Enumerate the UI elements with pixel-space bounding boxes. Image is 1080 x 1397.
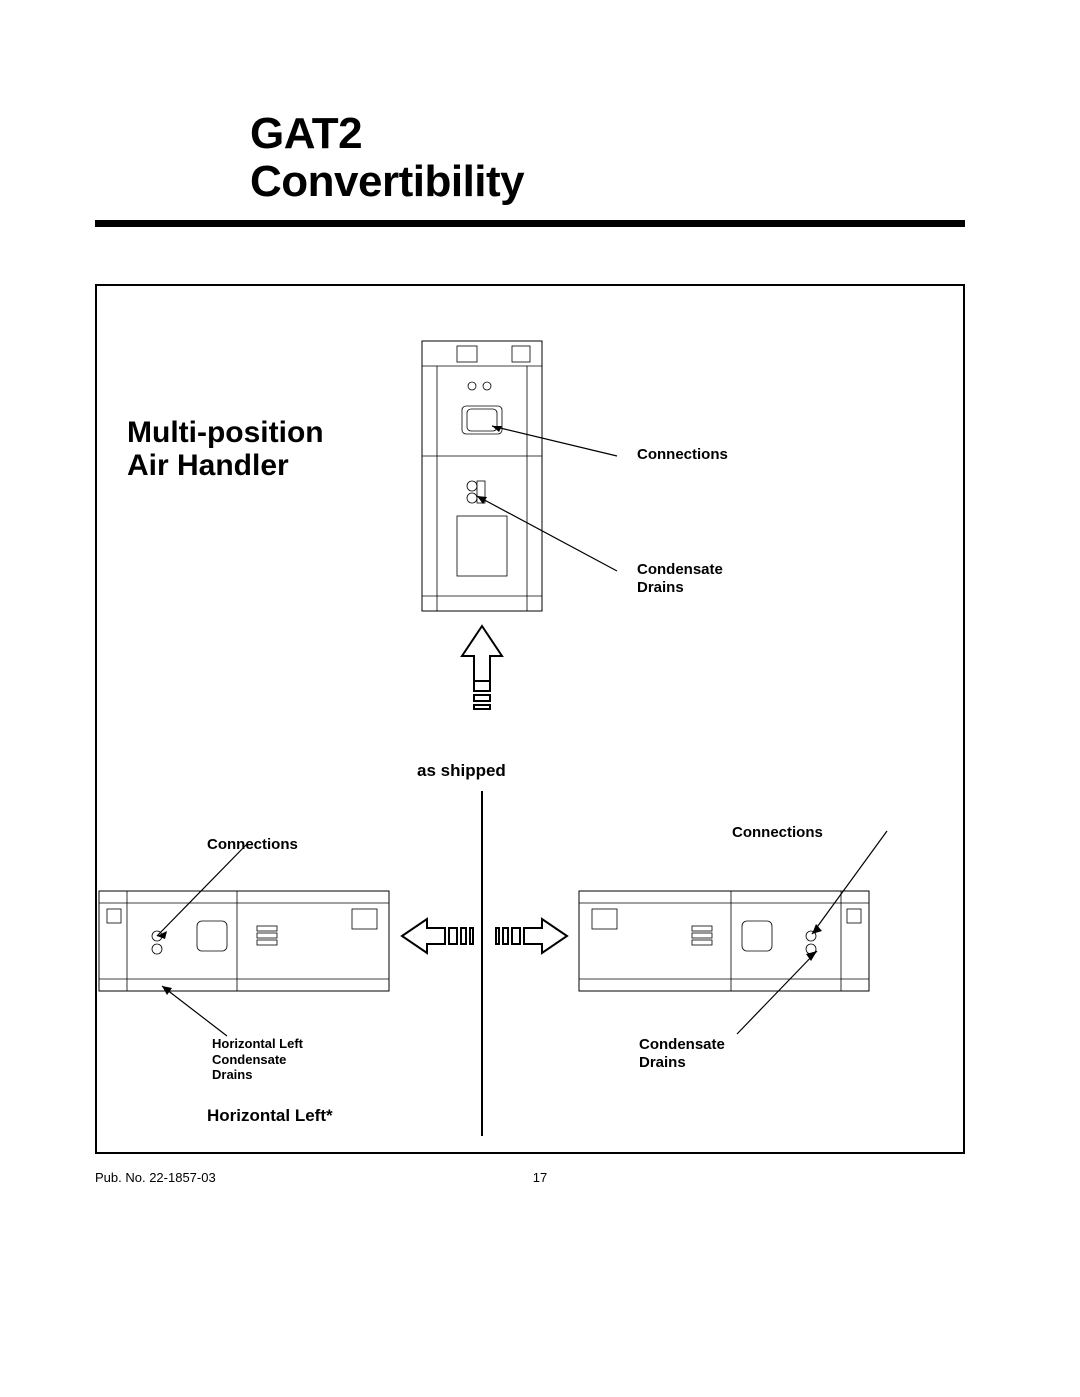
- left-arrow-icon: [397, 911, 477, 961]
- title-rule: [95, 220, 965, 227]
- right-arrow-icon: [492, 911, 572, 961]
- subheading-line-1: Multi-position: [127, 416, 324, 449]
- label-horizontal-left: Horizontal Left*: [207, 1106, 333, 1126]
- page-title: GAT2 Convertibility: [250, 110, 524, 207]
- label-as-shipped: as shipped: [417, 761, 506, 781]
- callout-lines-top: [417, 336, 667, 616]
- label-connections-right: Connections: [732, 824, 823, 842]
- footer-pubno: Pub. No. 22-1857-03: [95, 1170, 216, 1185]
- diagram-subheading: Multi-position Air Handler: [127, 416, 324, 482]
- title-line-2: Convertibility: [250, 157, 524, 206]
- diagram-box: Multi-position Air Handler: [95, 284, 965, 1154]
- center-divider: [480, 791, 484, 1136]
- up-arrow-icon: [457, 621, 507, 731]
- callout-lines-right: [577, 816, 977, 1066]
- label-hl-condensate: Horizontal Left Condensate Drains: [212, 1036, 303, 1083]
- label-connections-left: Connections: [207, 836, 298, 854]
- footer-page-number: 17: [533, 1170, 547, 1185]
- title-line-1: GAT2: [250, 109, 362, 158]
- label-condensate-right: Condensate Drains: [639, 1036, 725, 1072]
- subheading-line-2: Air Handler: [127, 449, 289, 482]
- label-connections-top: Connections: [637, 446, 728, 464]
- label-condensate-top: Condensate Drains: [637, 561, 723, 597]
